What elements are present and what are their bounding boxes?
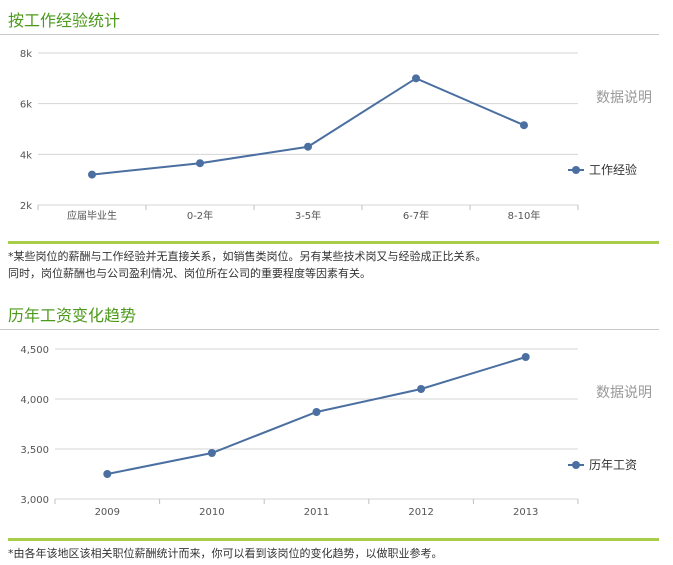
y-tick-label: 6k <box>20 100 32 111</box>
legend-label: 历年工资 <box>589 458 637 472</box>
data-point <box>207 449 216 457</box>
legend-marker-icon <box>572 461 580 469</box>
data-point <box>103 470 112 478</box>
x-tick-label: 6-7年 <box>403 209 429 222</box>
x-tick-label: 2009 <box>95 507 120 518</box>
data-point <box>88 170 96 179</box>
section-divider <box>8 538 659 541</box>
legend-label: 工作经验 <box>589 162 637 177</box>
section-divider <box>8 241 659 244</box>
y-tick-label: 4,500 <box>20 345 49 356</box>
data-point <box>417 385 426 393</box>
y-tick-label: 8k <box>20 49 32 60</box>
note-line: *由各年该地区该相关职位薪酬统计而来，你可以看到该岗位的变化趋势，以做职业参考。 <box>8 547 443 560</box>
data-point <box>304 142 312 151</box>
data-point <box>412 74 420 83</box>
data-point <box>196 159 204 168</box>
y-tick-label: 4,000 <box>20 395 49 406</box>
legend-marker-icon <box>572 166 580 174</box>
note-line: 同时，岗位薪酬也与公司盈利情况、岗位所在公司的重要程度等因素有关。 <box>8 267 371 280</box>
section-title-yearly-trend: 历年工资变化趋势 <box>8 306 137 325</box>
x-tick-label: 8-10年 <box>508 209 541 222</box>
y-tick-label: 2k <box>20 201 32 212</box>
data-point <box>521 353 530 361</box>
section-title-experience: 按工作经验统计 <box>8 11 121 30</box>
note-line: *某些岗位的薪酬与工作经验并无直接关系，如销售类岗位。另有某些技术岗又与经验成正… <box>8 250 487 263</box>
title-divider <box>0 34 659 35</box>
x-tick-label: 2012 <box>408 507 433 518</box>
legend[interactable]: 工作经验 <box>568 162 637 177</box>
data-point <box>520 121 528 130</box>
legend[interactable]: 历年工资 <box>568 458 637 472</box>
x-tick-label: 2013 <box>513 507 538 518</box>
y-tick-label: 3,500 <box>20 445 49 456</box>
y-tick-label: 3,000 <box>20 495 49 506</box>
y-tick-label: 4k <box>20 150 32 161</box>
x-tick-label: 应届毕业生 <box>67 209 117 222</box>
data-note-label: 数据说明 <box>596 90 652 106</box>
yearly-salary-chart: 3,000 3,500 4,000 4,500 2009 2010 2011 2012 2013… <box>20 345 652 518</box>
data-point <box>312 408 321 416</box>
x-tick-label: 3-5年 <box>295 209 321 222</box>
series-line <box>91 77 525 176</box>
x-tick-label: 2010 <box>199 507 224 518</box>
x-tick-label: 0-2年 <box>187 209 213 222</box>
title-divider <box>0 329 659 330</box>
x-tick-label: 2011 <box>304 507 329 518</box>
data-note-label: 数据说明 <box>596 385 652 401</box>
